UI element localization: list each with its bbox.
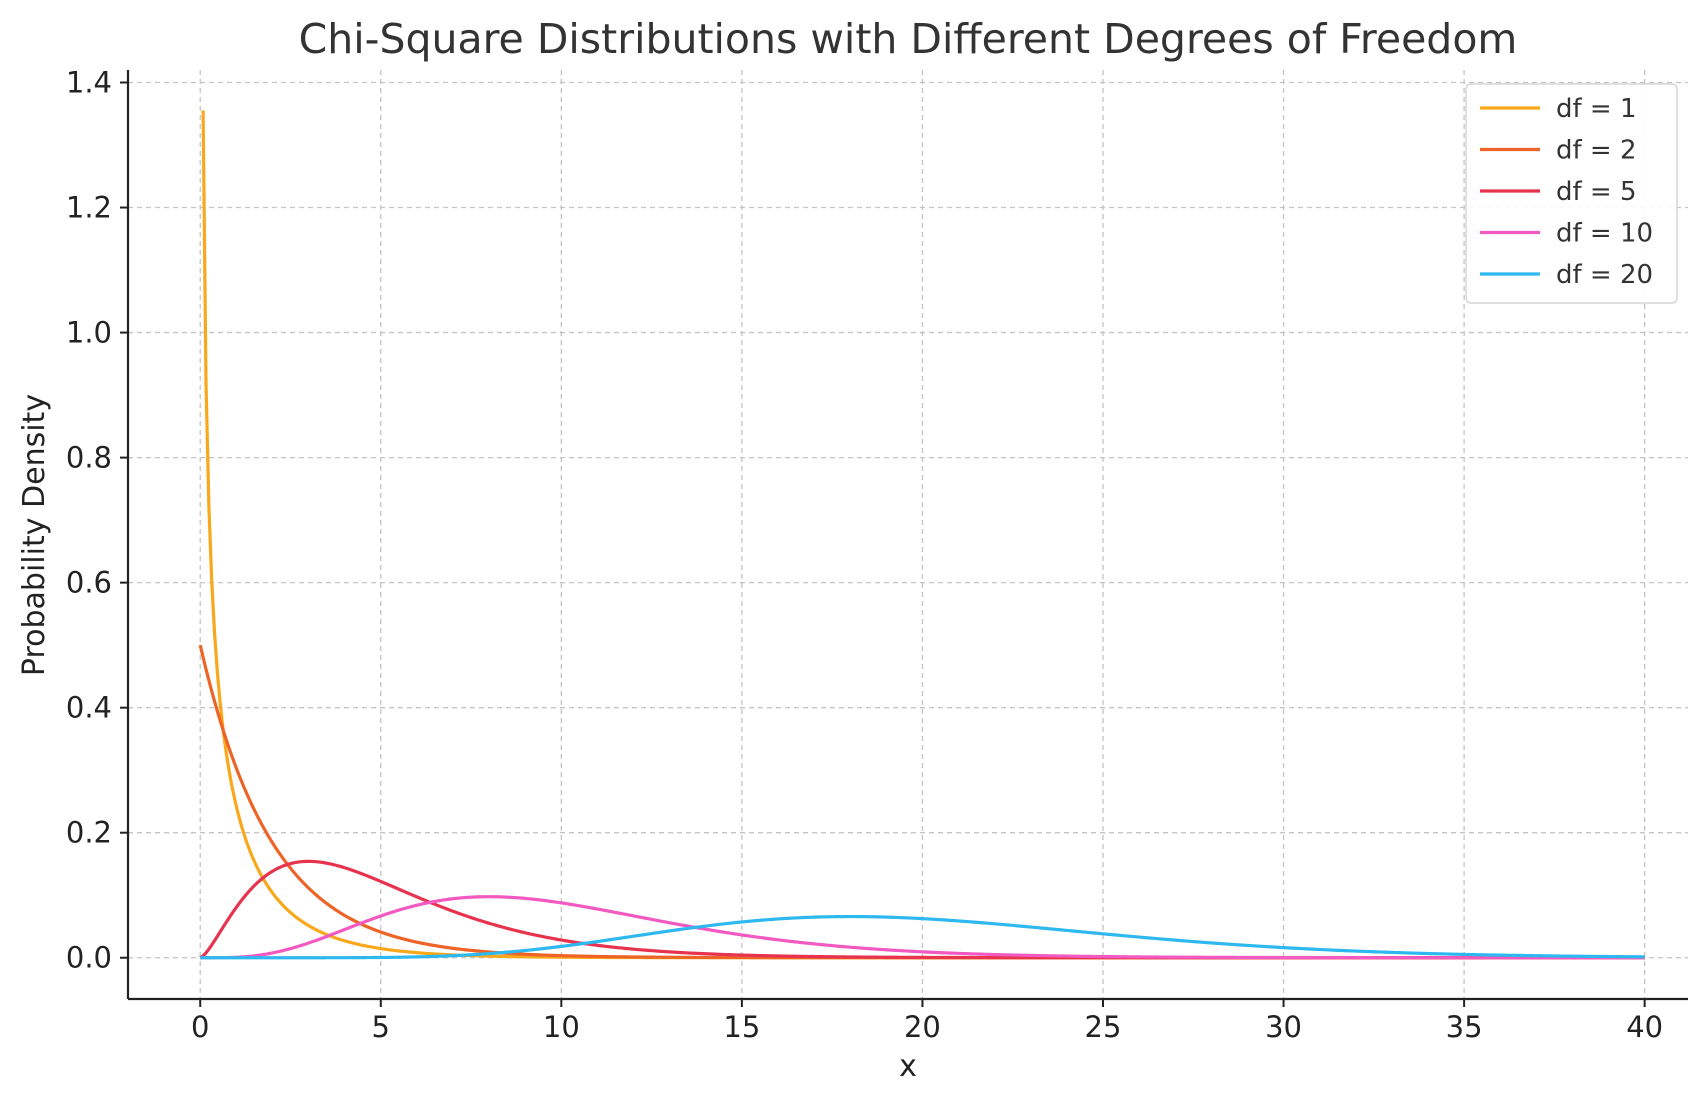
x-tick-label: 15 <box>723 1010 760 1044</box>
x-tick-label: 5 <box>372 1010 390 1044</box>
y-tick-label: 0.4 <box>66 691 112 725</box>
y-tick-label: 0.0 <box>66 941 112 975</box>
legend: df = 1 df = 2 df = 5 df = 10 df = 20 <box>1465 83 1678 304</box>
x-tick-label: 0 <box>191 1010 209 1044</box>
legend-label-df-10: df = 10 <box>1556 219 1653 249</box>
series-line-df-1 <box>201 110 1645 960</box>
legend-label-df-2: df = 2 <box>1556 136 1637 166</box>
y-tick-label: 0.6 <box>66 566 112 600</box>
x-tick-label: 10 <box>543 1010 580 1044</box>
legend-box <box>1465 83 1678 304</box>
series-lines <box>198 110 1645 960</box>
x-tick-label: 25 <box>1085 1010 1122 1044</box>
y-tick-label: 0.2 <box>66 816 112 850</box>
legend-label-df-5: df = 5 <box>1556 177 1637 207</box>
x-axis-label: x <box>899 1049 917 1084</box>
chart-title: Chi-Square Distributions with Different … <box>299 15 1518 63</box>
axes <box>126 70 1688 1001</box>
legend-label-df-20: df = 20 <box>1556 260 1653 290</box>
x-tick-label: 20 <box>904 1010 941 1044</box>
y-tick-label: 1.2 <box>66 191 112 225</box>
x-tick-label: 40 <box>1626 1010 1663 1044</box>
series-line-df-10 <box>200 895 1645 960</box>
y-axis-label: Probability Density <box>17 394 52 676</box>
grid <box>128 70 1688 999</box>
x-tick-label: 35 <box>1446 1010 1483 1044</box>
y-tick-label: 1.0 <box>66 316 112 350</box>
legend-label-df-1: df = 1 <box>1556 94 1637 124</box>
series-line-df-20 <box>200 914 1645 960</box>
y-tick-label: 1.4 <box>66 66 112 100</box>
ticks: 0 5 10 15 20 25 30 35 40 0.0 0.2 0.4 0.6 0.8 1.0 1.2 1.4 <box>66 66 1663 1044</box>
y-tick-label: 0.8 <box>66 441 112 475</box>
x-tick-label: 30 <box>1265 1010 1302 1044</box>
